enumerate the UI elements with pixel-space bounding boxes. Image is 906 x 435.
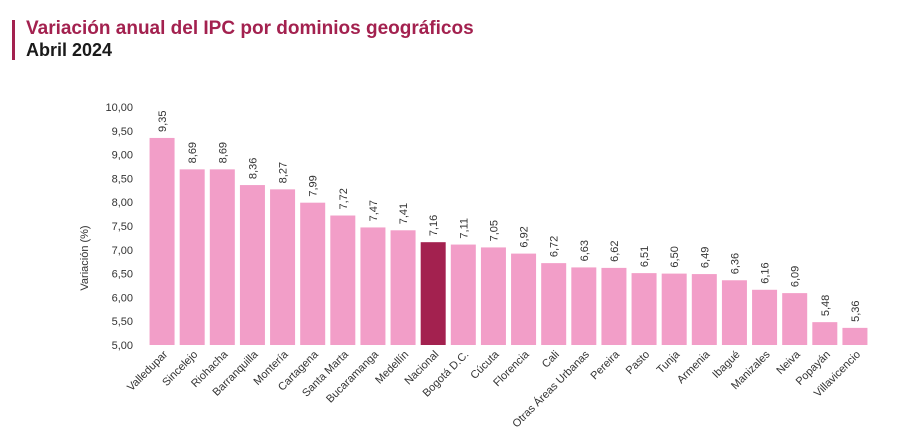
value-label: 5,36 — [850, 300, 862, 321]
bar — [601, 267, 627, 345]
bar — [511, 253, 537, 345]
y-axis-label: Variación (%) — [79, 225, 91, 290]
bar — [179, 169, 205, 345]
x-tick-label: Tunja — [655, 348, 683, 376]
value-label: 6,49 — [699, 247, 711, 268]
bar — [571, 267, 597, 345]
x-tick-label: Cali — [540, 349, 562, 371]
value-label: 6,92 — [519, 226, 531, 247]
y-tick-label: 5,50 — [112, 316, 133, 328]
bar — [721, 280, 747, 345]
y-tick-label: 7,50 — [112, 221, 133, 233]
y-tick-label: 10,00 — [105, 102, 133, 114]
y-tick-label: 6,00 — [112, 292, 133, 304]
value-label: 7,47 — [368, 200, 380, 221]
value-label: 6,50 — [669, 246, 681, 267]
y-tick-label: 7,00 — [112, 245, 133, 257]
bar — [631, 273, 657, 345]
bar — [209, 169, 235, 345]
value-label: 7,11 — [458, 218, 470, 239]
x-tick-label: Bucaramanga — [324, 348, 382, 406]
bar — [661, 273, 687, 345]
bar — [330, 215, 356, 345]
value-label: 8,69 — [187, 142, 199, 163]
bar — [300, 202, 326, 345]
y-tick-label: 9,00 — [112, 150, 133, 162]
bar — [420, 242, 446, 345]
bar — [812, 322, 838, 345]
bar — [270, 189, 296, 345]
chart-subtitle: Abril 2024 — [26, 40, 113, 60]
x-tick-label: Armenia — [675, 348, 713, 386]
x-axis-labels: ValleduparSincelejoRiohachaBarranquillaM… — [125, 348, 863, 431]
x-tick-label: Valledupar — [125, 348, 170, 393]
chart-title: Variación anual del IPC por dominios geo… — [26, 18, 474, 39]
value-label: 6,36 — [729, 253, 741, 274]
x-tick-label: Pasto — [624, 349, 652, 377]
y-tick-label: 9,50 — [112, 126, 133, 138]
y-tick-label: 6,50 — [112, 269, 133, 281]
bar — [842, 327, 868, 345]
bar — [390, 230, 416, 345]
value-label: 7,99 — [308, 175, 320, 196]
bar — [450, 244, 476, 345]
value-label: 7,05 — [488, 220, 500, 241]
value-label: 7,41 — [398, 203, 410, 224]
value-label: 6,09 — [790, 266, 802, 287]
title-accent-bar — [12, 20, 15, 60]
value-label: 8,27 — [278, 162, 290, 183]
value-label: 6,16 — [760, 262, 772, 283]
value-label: 7,72 — [338, 188, 350, 209]
y-tick-label: 8,00 — [112, 197, 133, 209]
value-labels: 9,35 8,69 8,69 8,36 8,27 7,99 7,72 7,47 7,41 7,16… — [157, 111, 862, 322]
value-label: 6,51 — [639, 246, 651, 267]
y-tick-label: 8,50 — [112, 173, 133, 185]
bar — [752, 289, 778, 345]
bar — [360, 227, 386, 345]
x-tick-label: Pereira — [588, 348, 622, 382]
value-label: 7,16 — [428, 215, 440, 236]
value-label: 8,69 — [217, 142, 229, 163]
bar — [782, 293, 808, 345]
bar — [149, 137, 175, 345]
value-label: 6,72 — [549, 236, 561, 257]
value-label: 6,63 — [579, 240, 591, 261]
bar — [239, 185, 265, 345]
value-label: 5,48 — [820, 295, 832, 316]
value-label: 8,36 — [247, 158, 259, 179]
bars — [149, 137, 868, 345]
y-axis: 5,00 5,50 6,00 6,50 7,00 7,50 8,00 8,50 9,00 9,50… — [105, 102, 133, 352]
value-label: 6,62 — [609, 240, 621, 261]
y-tick-label: 5,00 — [112, 340, 133, 352]
value-label: 9,35 — [157, 111, 169, 132]
bar — [541, 263, 567, 345]
bar — [691, 274, 717, 345]
bar — [480, 247, 506, 345]
